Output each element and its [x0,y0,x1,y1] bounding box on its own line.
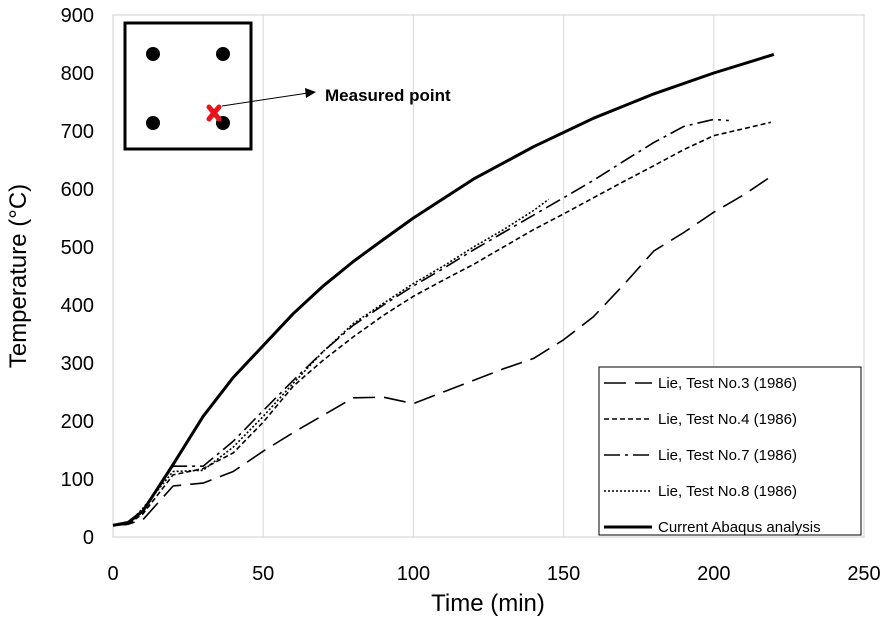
measured-point-arrow [221,92,309,107]
y-tick-label: 300 [61,353,94,375]
x-tick-label: 250 [847,563,880,585]
y-tick-label: 200 [61,411,94,433]
rebar-top-left [146,47,160,61]
legend-label-4: Lie, Test No.8 (1986) [658,483,797,500]
legend-label-2: Lie, Test No.4 (1986) [658,411,797,428]
legend-items: Lie, Test No.3 (1986) Lie, Test No.4 (198… [604,375,821,536]
cross-section-inset [123,21,316,151]
arrow-head [305,88,316,98]
series-line-3 [112,118,729,527]
x-tick-label: 150 [547,563,580,585]
gridlines [262,15,865,537]
x-tick-label: 50 [252,563,274,585]
y-axis-title: Temperature (°C) [5,184,32,368]
series-line-4 [112,198,550,527]
legend: Lie, Test No.3 (1986) Lie, Test No.4 (198… [598,366,862,536]
series-line-1 [112,177,769,527]
cross-section-outline [123,21,253,151]
y-tick-label: 800 [61,63,94,85]
x-axis-ticks: 0 50 100 150 200 250 [107,563,880,585]
legend-box [598,366,862,536]
legend-label-5: Current Abaqus analysis [658,519,821,536]
x-tick-label: 100 [397,563,430,585]
x-axis-title: Time (min) [431,590,545,617]
legend-label-1: Lie, Test No.3 (1986) [658,375,797,392]
y-tick-label: 400 [61,295,94,317]
series-line-5 [112,52,775,527]
x-tick-label: 0 [107,563,118,585]
y-tick-label: 0 [83,527,94,549]
measured-point-marker [206,104,222,122]
rebar-top-right [216,47,230,61]
plot-area-border [112,14,865,538]
y-tick-label: 900 [61,5,94,27]
series-line-2 [112,121,772,527]
rebar-bottom-left [146,116,160,130]
series-layer [112,52,775,527]
y-tick-label: 700 [61,121,94,143]
legend-label-3: Lie, Test No.7 (1986) [658,447,797,464]
y-tick-label: 600 [61,179,94,201]
x-tick-label: 200 [697,563,730,585]
y-tick-label: 500 [61,237,94,259]
measured-point-label: Measured point [325,86,451,105]
y-tick-label: 100 [61,469,94,491]
y-axis-ticks: 0 100 200 300 400 500 600 700 800 900 [61,5,94,549]
